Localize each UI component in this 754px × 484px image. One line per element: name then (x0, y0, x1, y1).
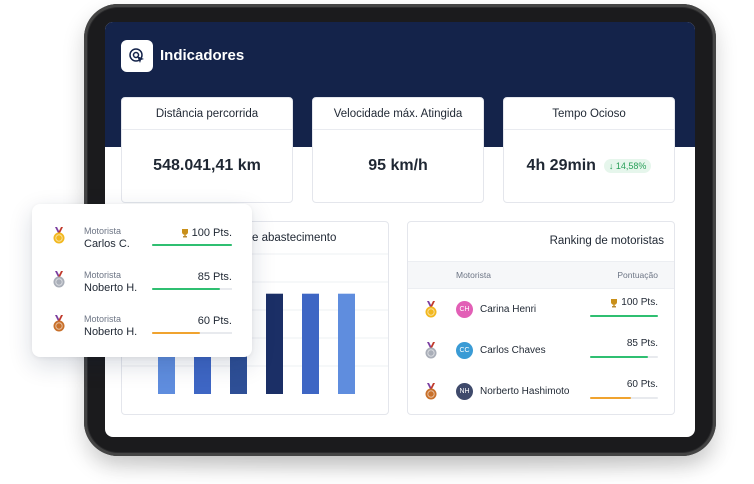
driver-label: Motorista (84, 226, 122, 236)
gold-medal-icon (425, 301, 437, 318)
bronze-medal-icon (425, 383, 437, 400)
chart-title: e abastecimento (252, 232, 337, 244)
kpi-card-idle-time: Tempo Ocioso 4h 29min ↓ 14,58% (503, 97, 675, 203)
floating-row[interactable]: Motorista Noberto H. 85 Pts. (32, 260, 252, 304)
points-text: 85 Pts. (197, 271, 232, 283)
driver-name: Noberto H. (84, 282, 138, 294)
bronze-medal-icon (53, 315, 65, 332)
avatar: CC (456, 342, 473, 359)
driver-label: Motorista (84, 314, 122, 324)
score-progress-bar (590, 315, 658, 317)
kpi-value-wrap: 4h 29min ↓ 14,58% (504, 130, 674, 202)
bronze-medal-icon (424, 383, 438, 406)
trophy-icon (611, 298, 618, 307)
points-text: 100 Pts. (191, 227, 232, 239)
points-text: 60 Pts. (626, 379, 658, 390)
silver-medal-icon (53, 271, 65, 288)
target-cursor-icon[interactable] (121, 40, 153, 72)
ranking-row[interactable]: CC Carlos Chaves 85 Pts. (408, 330, 674, 371)
bronze-medal-icon (52, 315, 66, 338)
score-progress-fill (590, 315, 658, 317)
score-progress-fill (590, 397, 631, 399)
kpi-title: Velocidade máx. Atingida (313, 98, 483, 130)
kpi-card-max-speed: Velocidade máx. Atingida 95 km/h (312, 97, 484, 203)
col-score: Pontuação (617, 270, 658, 280)
dashboard-screen: Indicadores Distância percorrida 548.041… (105, 22, 695, 437)
points-text: 100 Pts. (621, 297, 658, 308)
score-progress-bar (152, 332, 232, 334)
driver-name: Norberto Hashimoto (480, 386, 570, 397)
chart-bar-5[interactable] (302, 293, 319, 394)
driver-name: Carlos C. (84, 238, 130, 250)
ranking-panel: Ranking de motoristas Motorista Pontuaçã… (407, 221, 675, 415)
kpi-title: Distância percorrida (122, 98, 292, 130)
silver-medal-icon (52, 271, 66, 294)
ranking-row[interactable]: CH Carina Henri 100 Pts. (408, 289, 674, 330)
driver-points: 60 Pts. (627, 379, 658, 390)
chart-bar-1[interactable] (158, 346, 175, 394)
avatar: CH (456, 301, 473, 318)
ranking-row[interactable]: NH Norberto Hashimoto 60 Pts. (408, 371, 674, 412)
kpi-value: 548.041,41 km (153, 157, 261, 174)
kpi-value: 95 km/h (368, 157, 428, 174)
ranking-table-header: Motorista Pontuação (408, 261, 674, 289)
page-title: Indicadores (160, 47, 245, 64)
score-progress-fill (590, 356, 648, 358)
ranking-title: Ranking de motoristas (549, 235, 664, 247)
avatar: NH (456, 383, 473, 400)
score-progress-fill (152, 288, 220, 290)
driver-points: 85 Pts. (627, 338, 658, 349)
points-text: 60 Pts. (197, 315, 232, 327)
col-driver: Motorista (456, 270, 491, 280)
trophy-icon (181, 229, 188, 238)
floating-row[interactable]: Motorista Noberto H. 60 Pts. (32, 304, 252, 348)
gold-medal-icon (53, 227, 65, 244)
driver-points: 100 Pts. (180, 227, 232, 239)
silver-medal-icon (425, 342, 437, 359)
gold-medal-icon (52, 227, 66, 250)
silver-medal-icon (424, 342, 438, 365)
driver-name: Noberto H. (84, 326, 138, 338)
driver-points: 100 Pts. (609, 297, 658, 308)
points-text: 85 Pts. (626, 338, 658, 349)
floating-row[interactable]: Motorista Carlos C. 100 Pts. (32, 216, 252, 260)
driver-points: 60 Pts. (198, 315, 232, 327)
floating-ranking-card: Motorista Carlos C. 100 Pts. Motorista Nober… (32, 204, 252, 357)
kpi-value: 4h 29min (526, 157, 596, 174)
chart-bar-6[interactable] (338, 293, 355, 394)
score-progress-fill (152, 244, 232, 246)
score-progress-bar (590, 397, 658, 399)
kpi-title: Tempo Ocioso (504, 98, 674, 130)
trend-badge: ↓ 14,58% (603, 159, 652, 173)
gold-medal-icon (424, 301, 438, 324)
kpi-card-distance: Distância percorrida 548.041,41 km (121, 97, 293, 203)
score-progress-bar (590, 356, 658, 358)
driver-name: Carlos Chaves (480, 345, 546, 356)
chart-bar-4[interactable] (266, 293, 283, 394)
driver-name: Carina Henri (480, 304, 537, 315)
score-progress-bar (152, 244, 232, 246)
driver-points: 85 Pts. (198, 271, 232, 283)
score-progress-bar (152, 288, 232, 290)
score-progress-fill (152, 332, 200, 334)
driver-label: Motorista (84, 270, 122, 280)
